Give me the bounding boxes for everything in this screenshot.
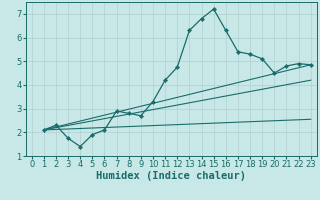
X-axis label: Humidex (Indice chaleur): Humidex (Indice chaleur) xyxy=(96,171,246,181)
